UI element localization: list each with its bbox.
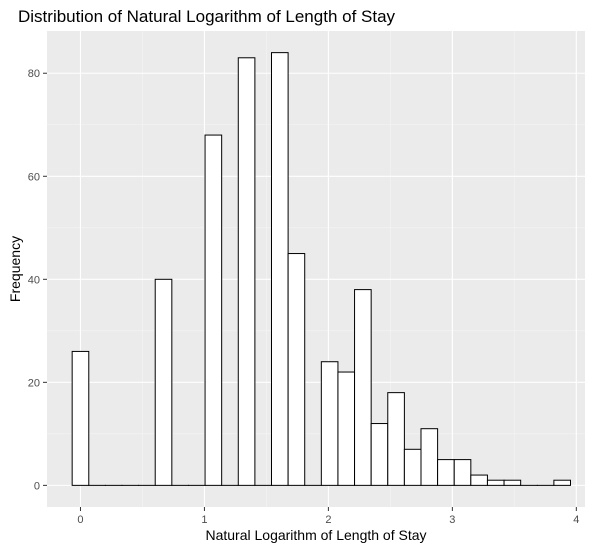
histogram-bar (155, 279, 172, 485)
histogram-bar (271, 53, 288, 486)
histogram-bar (371, 424, 388, 486)
y-tick-label: 80 (28, 68, 40, 80)
chart-title: Distribution of Natural Logarithm of Len… (18, 7, 396, 26)
histogram-bar (454, 460, 471, 486)
y-tick-label: 60 (28, 171, 40, 183)
x-tick-label: 2 (325, 514, 331, 526)
y-tick-label: 20 (28, 377, 40, 389)
y-tick-label: 0 (34, 480, 40, 492)
y-axis-title: Frequency (7, 236, 23, 302)
histogram-bar (72, 351, 89, 485)
histogram-bar (388, 393, 405, 486)
histogram-bar (487, 480, 504, 485)
histogram-bar (404, 449, 421, 485)
histogram-bar (421, 429, 438, 486)
x-tick-label: 3 (449, 514, 455, 526)
histogram-bar (554, 480, 571, 485)
plot-panel (47, 31, 585, 507)
x-axis: 0 1 2 3 4 (77, 507, 579, 526)
x-tick-label: 0 (77, 514, 83, 526)
x-tick-label: 4 (573, 514, 579, 526)
y-axis: 0 20 40 60 80 (28, 68, 47, 492)
x-axis-title: Natural Logarithm of Length of Stay (205, 527, 426, 543)
histogram-bar (205, 135, 222, 485)
histogram-bar (321, 362, 338, 486)
histogram-bar (471, 475, 488, 485)
histogram-bar (338, 372, 355, 485)
histogram-bar (238, 58, 255, 486)
histogram-bar (355, 290, 372, 486)
histogram-bar (438, 460, 455, 486)
histogram-bar (288, 254, 305, 486)
y-tick-label: 40 (28, 274, 40, 286)
x-tick-label: 1 (201, 514, 207, 526)
histogram-bar (504, 480, 521, 485)
